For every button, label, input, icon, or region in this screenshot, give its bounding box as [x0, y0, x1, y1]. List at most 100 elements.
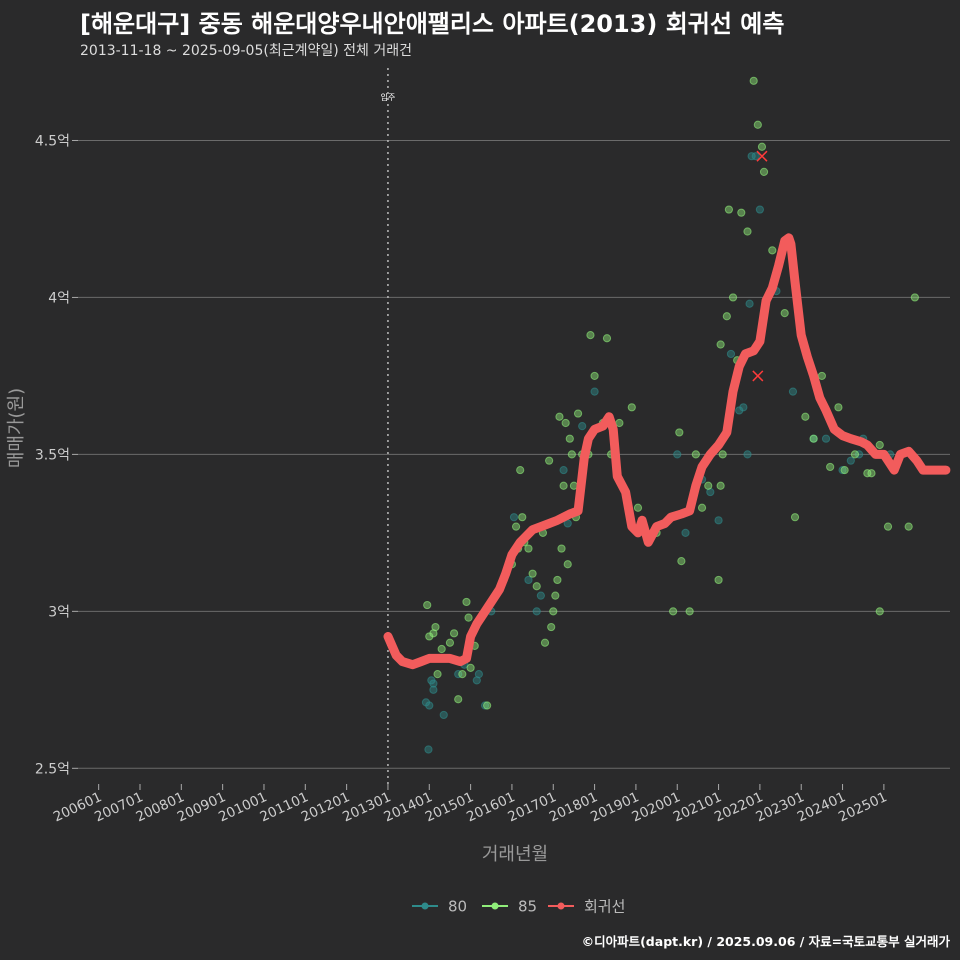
data-point-85 — [462, 597, 471, 607]
data-point-85 — [724, 205, 734, 214]
data-point-85 — [524, 544, 533, 553]
x-axis-ticks: 2006012007012008012009012010012011012012… — [51, 784, 890, 825]
legend-label: 85 — [518, 898, 537, 916]
legend-label: 회귀선 — [584, 898, 625, 916]
data-point-85 — [801, 412, 810, 421]
data-point-85 — [573, 409, 583, 418]
data-point-85 — [458, 670, 467, 679]
legend-swatch-dot — [421, 902, 429, 910]
chart-subtitle: 2013-11-18 ~ 2025-09-05(최근계약일) 전체 거래건 — [80, 43, 412, 59]
data-point-85 — [716, 481, 725, 490]
data-point-80 — [424, 745, 433, 754]
data-point-80 — [681, 528, 690, 537]
data-point-85 — [716, 340, 725, 349]
data-point-80 — [714, 516, 723, 525]
data-point-85 — [547, 622, 556, 632]
data-point-85 — [553, 575, 562, 585]
data-point-85 — [826, 462, 835, 472]
data-point-85 — [728, 293, 738, 302]
data-point-85 — [817, 371, 826, 381]
data-point-85 — [768, 246, 777, 255]
data-point-80 — [480, 701, 490, 710]
data-point-85 — [431, 622, 440, 632]
data-point-80 — [532, 607, 541, 616]
data-point-85 — [718, 450, 727, 459]
data-point-85 — [737, 208, 746, 217]
data-point-85 — [557, 544, 566, 553]
legend: 80 85 회귀선 — [412, 898, 625, 916]
data-point-80 — [439, 710, 448, 720]
data-point-80 — [751, 152, 760, 161]
data-point-80 — [536, 591, 545, 600]
data-point-85 — [697, 503, 707, 512]
legend-swatch-dot — [491, 902, 499, 910]
data-point-85 — [875, 607, 884, 616]
data-point-85 — [790, 513, 800, 522]
data-point-85 — [433, 670, 442, 679]
legend-item-85: 85 — [482, 898, 537, 916]
outlier-marker — [752, 370, 764, 382]
data-point-85 — [565, 434, 574, 443]
data-point-85 — [549, 607, 558, 616]
data-point-85 — [691, 450, 700, 459]
data-point-80 — [745, 299, 754, 308]
data-point-80 — [578, 422, 587, 431]
y-tick-label: 2.5억 — [35, 761, 70, 777]
y-axis-ticks: 2.5억 3억 3.5억 4억 4.5억 — [35, 133, 78, 777]
data-point-85 — [423, 600, 432, 610]
data-point-85 — [863, 469, 872, 478]
data-point-85 — [454, 695, 463, 704]
data-point-85 — [545, 456, 554, 465]
data-point-85 — [563, 560, 572, 569]
x-tick-label: 202501 — [836, 789, 889, 825]
data-point-85 — [910, 293, 919, 302]
data-point-85 — [780, 309, 789, 318]
data-point-85 — [840, 465, 849, 475]
data-point-80 — [726, 349, 736, 359]
data-point-85 — [615, 418, 624, 428]
regression-line-path — [383, 233, 951, 670]
data-point-80 — [429, 679, 438, 688]
outlier-cross-b — [752, 370, 764, 382]
data-point-85 — [602, 334, 612, 343]
data-point-85 — [551, 591, 560, 600]
outlier-markers — [752, 150, 768, 382]
chart-title: [해운대구] 중동 해운대양우내안애팰리스 아파트(2013) 회귀선 예측 — [80, 10, 785, 38]
y-tick-label: 4억 — [48, 290, 70, 306]
data-point-85 — [904, 522, 913, 531]
data-point-80 — [429, 685, 438, 694]
data-point-85 — [516, 465, 525, 475]
regression-line — [383, 233, 951, 670]
data-point-85 — [675, 428, 684, 437]
data-point-80 — [559, 465, 568, 475]
data-point-85 — [567, 450, 576, 459]
data-point-85 — [466, 663, 475, 672]
data-point-85 — [449, 629, 459, 638]
data-point-85 — [586, 331, 595, 340]
annotation-label: 입주 — [381, 93, 396, 102]
data-point-80 — [739, 403, 748, 412]
legend-item-80: 80 — [412, 898, 467, 916]
data-point-85 — [850, 450, 860, 459]
y-axis-label: 매매가(원) — [6, 388, 27, 468]
data-point-85 — [834, 403, 843, 412]
data-point-85 — [875, 440, 884, 450]
data-point-85 — [518, 513, 527, 522]
data-point-85 — [883, 522, 893, 531]
data-point-80 — [425, 701, 434, 710]
data-point-85 — [677, 557, 686, 566]
data-point-85 — [590, 371, 599, 381]
data-point-80 — [673, 450, 682, 459]
data-point-80 — [821, 434, 831, 443]
data-point-85 — [704, 481, 713, 490]
data-point-80 — [755, 205, 764, 214]
caption: ©디아파트(dapt.kr) / 2025.09.06 / 자료=국토교통부 실… — [581, 934, 950, 949]
data-point-80 — [747, 152, 756, 161]
data-point-85 — [685, 607, 694, 616]
data-point-85 — [627, 403, 636, 412]
data-point-85 — [757, 142, 767, 151]
data-point-85 — [559, 481, 568, 490]
legend-swatch-dot — [557, 902, 565, 910]
data-point-85 — [722, 312, 731, 321]
